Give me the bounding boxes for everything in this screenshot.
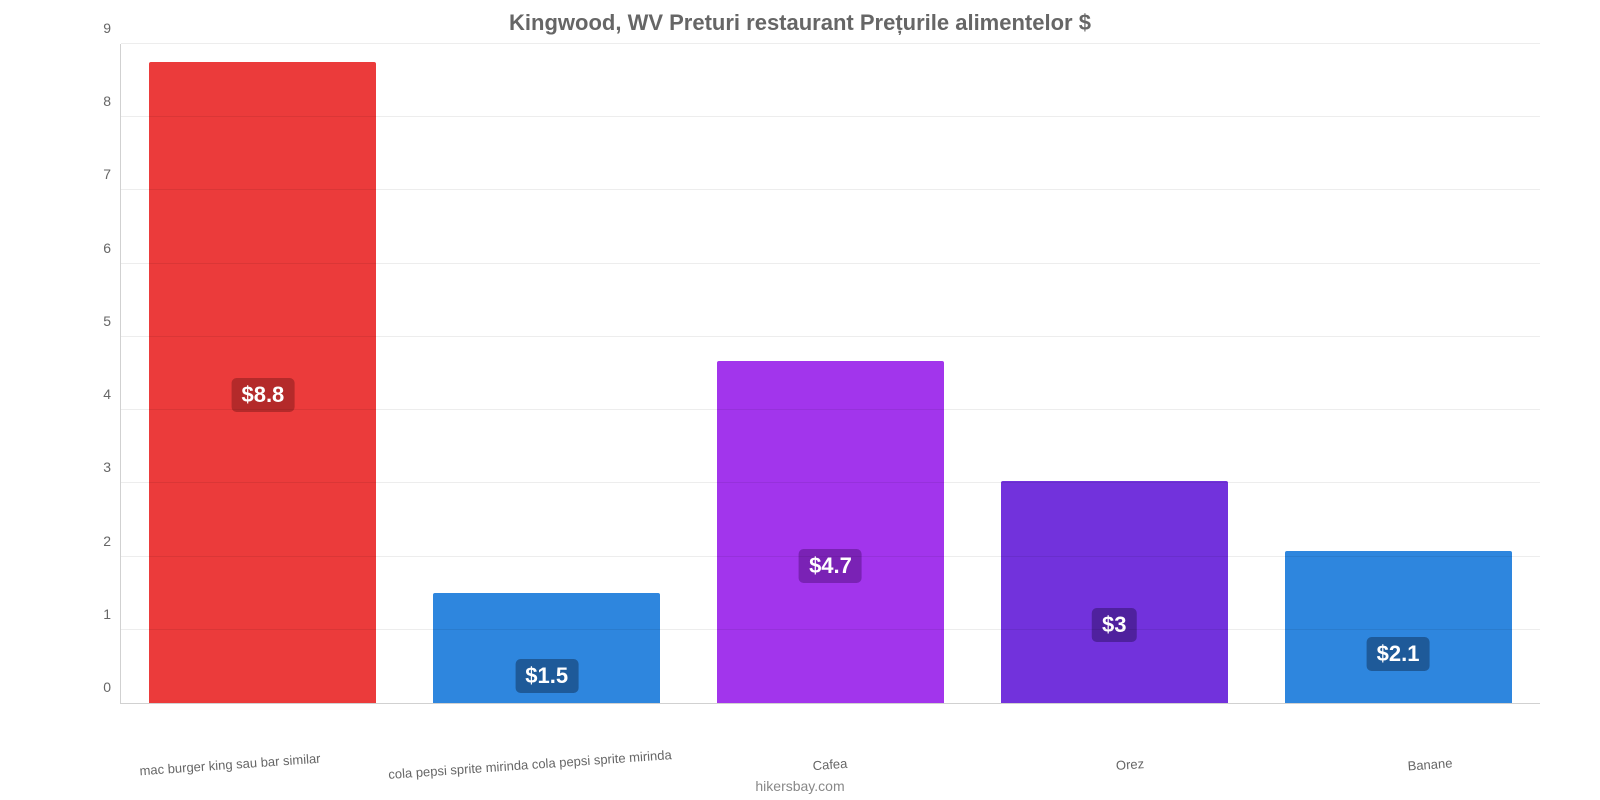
grid-line (121, 116, 1540, 117)
chart-container: Kingwood, WV Preturi restaurant Prețuril… (0, 0, 1600, 800)
bar-value-label: $8.8 (231, 378, 294, 412)
y-axis-tick: 9 (81, 20, 111, 36)
y-axis-tick: 6 (81, 240, 111, 256)
bar: $4.7 (717, 361, 944, 703)
bar-value-label: $1.5 (515, 659, 578, 693)
grid-line (121, 336, 1540, 337)
y-axis-tick: 1 (81, 606, 111, 622)
y-axis-tick: 2 (81, 533, 111, 549)
bar-wrap: $3 (972, 44, 1256, 703)
bar: $2.1 (1285, 551, 1512, 703)
bar: $8.8 (149, 62, 376, 703)
bar-value-label: $2.1 (1367, 637, 1430, 671)
y-axis-tick: 7 (81, 166, 111, 182)
grid-line (121, 556, 1540, 557)
grid-line (121, 189, 1540, 190)
y-axis-tick: 5 (81, 313, 111, 329)
grid-line (121, 629, 1540, 630)
grid-line (121, 409, 1540, 410)
bar-wrap: $2.1 (1256, 44, 1540, 703)
bar-wrap: $1.5 (405, 44, 689, 703)
y-axis-tick: 4 (81, 386, 111, 402)
chart-title: Kingwood, WV Preturi restaurant Prețuril… (40, 10, 1560, 36)
plot-area: $8.8$1.5$4.7$3$2.1 0123456789 (120, 44, 1540, 704)
grid-line (121, 43, 1540, 44)
bar-wrap: $4.7 (689, 44, 973, 703)
grid-line (121, 482, 1540, 483)
y-axis-tick: 8 (81, 93, 111, 109)
y-axis-tick: 3 (81, 459, 111, 475)
bar: $3 (1001, 481, 1228, 703)
attribution-text: hikersbay.com (0, 778, 1600, 794)
grid-line (121, 263, 1540, 264)
bar-wrap: $8.8 (121, 44, 405, 703)
x-axis-labels: mac burger king sau bar similarcola peps… (80, 757, 1580, 772)
bar-value-label: $4.7 (799, 549, 862, 583)
y-axis-tick: 0 (81, 679, 111, 695)
bars-group: $8.8 $1.5 $4.7 $3 $2.1 (121, 44, 1540, 703)
bar: $1.5 (433, 593, 660, 703)
bar-value-label: $3 (1092, 608, 1136, 642)
